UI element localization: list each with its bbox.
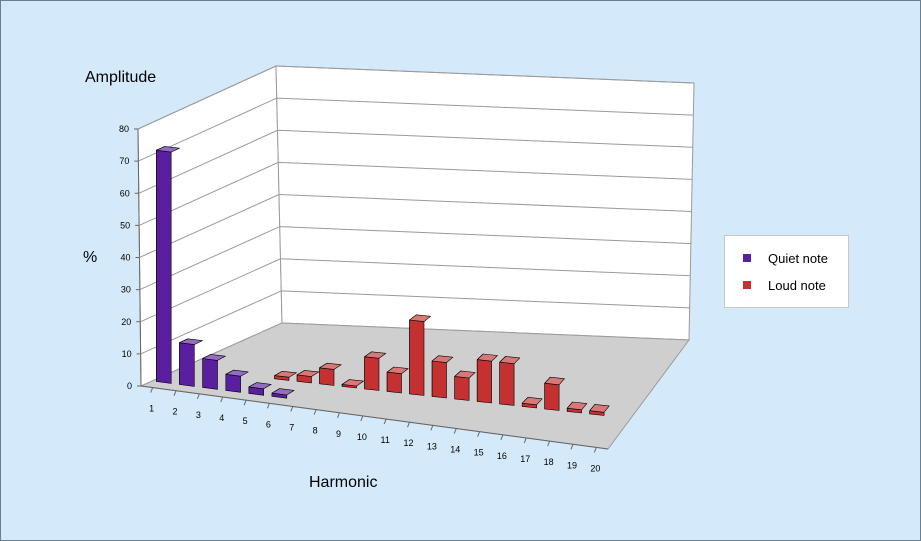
bar-loud-note-harmonic-12 [431, 355, 454, 399]
x-tick-mark-16 [500, 434, 504, 441]
x-axis-ticks: 1 2 3 4 5 6 7 8 9 10 11 12 13 14 15 16 17 18 19 20 [149, 387, 600, 473]
gridline-80 [137, 65, 695, 130]
bar-loud-note-harmonic-9 [364, 351, 387, 391]
y-axis-unit: % [83, 249, 97, 266]
bar-loud-note-harmonic-7 [319, 362, 342, 386]
x-tick-label-14: 14 [450, 445, 460, 455]
y-tick-label-20: 20 [121, 317, 131, 327]
x-tick-mark-13 [430, 425, 434, 431]
chart-gridlines [137, 65, 695, 355]
x-tick-mark-6 [266, 403, 270, 409]
x-tick-label-11: 11 [381, 435, 390, 445]
x-tick-label-8: 8 [313, 426, 318, 436]
x-tick-mark-19 [570, 444, 574, 450]
bar-quiet-note-harmonic-2 [179, 338, 203, 387]
gridline-10 [140, 290, 690, 355]
x-tick-label-4: 4 [219, 413, 224, 423]
legend-item-quiet-note: Quiet note [743, 250, 828, 266]
y-tick-label-30: 30 [121, 285, 131, 295]
bar-loud-note-harmonic-15 [499, 356, 521, 406]
bar-quiet-note-harmonic-6 [271, 388, 295, 399]
bar-loud-note-harmonic-8 [341, 379, 364, 389]
bar-loud-note-harmonic-19 [589, 404, 610, 416]
x-tick-label-12: 12 [404, 438, 414, 448]
x-tick-label-3: 3 [196, 410, 201, 420]
y-tick-label-80: 80 [119, 124, 129, 134]
bar-loud-note-harmonic-18 [566, 401, 588, 414]
legend-label-loud-note: Loud note [768, 277, 826, 293]
gridline-20 [140, 258, 691, 323]
x-tick-mark-2 [173, 390, 177, 396]
x-tick-label-16: 16 [497, 451, 507, 461]
x-tick-mark-15 [477, 431, 481, 437]
x-tick-mark-10 [360, 415, 364, 422]
bar-loud-note-harmonic-11 [409, 314, 431, 396]
x-tick-mark-4 [220, 396, 224, 403]
bar-quiet-note-harmonic-3 [202, 354, 226, 390]
legend-label-quiet-note: Quiet note [768, 250, 828, 266]
gridline-40 [139, 193, 692, 258]
x-axis-line [140, 385, 609, 450]
x-tick-mark-18 [547, 440, 551, 447]
gridline-70 [138, 97, 694, 162]
y-tick-label-0: 0 [127, 381, 132, 391]
y-tick-label-40: 40 [120, 253, 130, 263]
y-axis-title: Amplitude [85, 69, 156, 86]
x-tick-label-10: 10 [357, 432, 367, 442]
gridline-60 [138, 129, 693, 194]
y-axis-ticks: 0 10 20 30 40 50 60 70 80 [119, 124, 141, 391]
bar-quiet-note-harmonic-5 [248, 382, 272, 396]
y-tick-label-50: 50 [120, 220, 130, 230]
x-tick-label-15: 15 [474, 448, 484, 458]
x-tick-label-9: 9 [336, 429, 341, 439]
x-tick-mark-5 [243, 399, 247, 406]
bar-quiet-note-harmonic-1 [156, 146, 180, 384]
x-tick-mark-1 [150, 387, 154, 393]
x-tick-mark-17 [523, 437, 527, 444]
bar-loud-note-harmonic-17 [544, 376, 565, 411]
x-tick-mark-12 [407, 422, 410, 428]
x-tick-label-1: 1 [149, 404, 154, 414]
legend-swatch-loud-note [743, 281, 751, 289]
y-tick-label-60: 60 [120, 188, 130, 198]
x-tick-label-2: 2 [173, 407, 178, 417]
x-tick-mark-9 [337, 412, 340, 418]
x-tick-label-18: 18 [544, 457, 554, 467]
x-tick-label-13: 13 [427, 441, 437, 451]
x-tick-label-5: 5 [243, 416, 248, 426]
bar-loud-note-harmonic-5 [274, 370, 297, 381]
x-tick-mark-7 [290, 406, 294, 412]
bar-loud-note-harmonic-14 [476, 353, 498, 404]
bar-loud-note-harmonic-6 [296, 370, 320, 384]
x-tick-label-19: 19 [567, 460, 577, 470]
x-tick-mark-3 [196, 393, 200, 400]
chart-bars [156, 146, 610, 416]
bar-loud-note-harmonic-13 [454, 370, 476, 401]
legend-swatch-quiet-note [743, 254, 751, 262]
x-tick-mark-11 [383, 418, 387, 425]
gridline-50 [138, 161, 693, 226]
x-tick-label-17: 17 [520, 454, 530, 464]
x-tick-label-7: 7 [289, 422, 294, 432]
y-tick-label-10: 10 [122, 349, 132, 359]
x-tick-mark-8 [313, 409, 317, 415]
x-tick-mark-14 [453, 428, 457, 434]
y-tick-label-70: 70 [119, 156, 129, 166]
bar-quiet-note-harmonic-4 [225, 369, 249, 393]
x-tick-label-6: 6 [266, 419, 271, 429]
bar-loud-note-harmonic-16 [521, 396, 543, 409]
x-tick-mark-20 [593, 447, 597, 453]
chart-legend: Quiet note Loud note [724, 235, 849, 308]
x-tick-label-20: 20 [590, 463, 600, 473]
gridline-30 [139, 226, 691, 291]
legend-item-loud-note: Loud note [743, 277, 826, 293]
bar-loud-note-harmonic-10 [386, 366, 409, 394]
x-axis-title: Harmonic [309, 474, 377, 491]
